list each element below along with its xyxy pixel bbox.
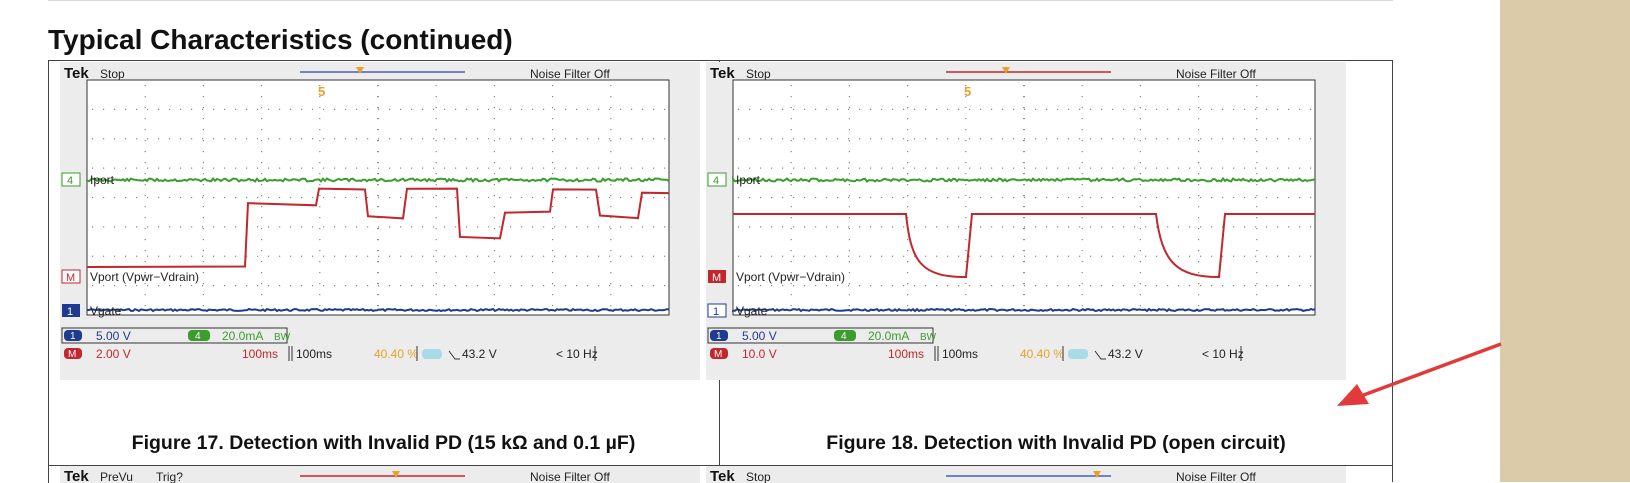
math-time: 100ms <box>888 347 924 361</box>
math-scale: 2.00 V <box>96 347 131 361</box>
noise-filter-status: Noise Filter Off <box>1176 470 1256 483</box>
svg-text:4: 4 <box>195 331 201 342</box>
scope-state: Stop <box>746 67 771 81</box>
vgate-trace <box>732 307 1316 313</box>
table-border-right <box>1392 60 1393 482</box>
math-time: 100ms <box>242 347 278 361</box>
scope-grid <box>92 85 666 307</box>
svg-text:M: M <box>714 349 722 360</box>
ch1-marker: 1 <box>713 306 719 318</box>
svg-text:4: 4 <box>841 331 847 342</box>
ch1-scale: 5.00 V <box>742 329 777 343</box>
oscilloscope-display: Tek Stop Noise Filter Off 5 4 Iport M Vp… <box>706 62 1346 380</box>
scope-trigger-status: Trig? <box>156 470 183 483</box>
ch1-label: Vgate <box>90 304 122 318</box>
iport-trace <box>86 177 670 183</box>
top-divider <box>48 0 1393 1</box>
viewer-side-panel <box>1500 0 1630 482</box>
ch1-label: Vgate <box>736 304 768 318</box>
noise-filter-status: Noise Filter Off <box>530 470 610 483</box>
ch4-label: Iport <box>736 173 761 187</box>
ch1-marker: 1 <box>67 306 73 318</box>
oscilloscope-display: Tek Stop Noise Filter Off 5 4 Iport M Vp… <box>60 62 700 380</box>
math-marker: M <box>66 272 75 284</box>
trigger-position-icon <box>356 67 364 74</box>
svg-text:M: M <box>68 349 76 360</box>
math-label: Vport (Vpwr−Vdrain) <box>90 270 199 284</box>
ch1-scale: 5.00 V <box>96 329 131 343</box>
bandwidth-limit: BW <box>920 332 937 343</box>
ch4-label: Iport <box>90 173 115 187</box>
trigger-marker: 5 <box>318 84 325 99</box>
vgate-trace <box>86 307 670 313</box>
figure-table <box>48 60 1393 483</box>
svg-text:1: 1 <box>70 331 76 342</box>
scope-screenshot-fig18: Tek Stop Noise Filter Off 5 4 Iport M Vp… <box>706 62 1346 380</box>
trigger-position: 40.40 % <box>374 347 418 361</box>
timebase: 100ms <box>942 347 978 361</box>
scope-screenshot-fig17: Tek Stop Noise Filter Off 5 4 Iport M Vp… <box>60 62 700 380</box>
scope-state: Stop <box>746 470 771 483</box>
next-scope-header-left: Tek PreVu Trig? Noise Filter Off <box>60 466 700 483</box>
noise-filter-status: Noise Filter Off <box>1176 67 1256 81</box>
scope-brand: Tek <box>64 468 89 483</box>
timebase: 100ms <box>296 347 332 361</box>
trigger-level: 43.2 V <box>1108 347 1143 361</box>
bandwidth-limit: BW <box>274 332 291 343</box>
svg-text:1: 1 <box>716 331 722 342</box>
trigger-position-icon <box>1002 67 1010 74</box>
math-scale: 10.0 V <box>742 347 777 361</box>
trigger-frequency: < 10 Hz <box>1202 347 1244 361</box>
annotation-arrow-icon <box>1337 342 1502 406</box>
table-divider-horizontal <box>48 465 1393 466</box>
trigger-level: 43.2 V <box>462 347 497 361</box>
next-scope-header-right: Tek Stop Noise Filter Off <box>706 466 1346 483</box>
scope-brand: Tek <box>710 468 735 483</box>
math-marker: M <box>712 272 721 284</box>
ch4-marker: 4 <box>67 175 73 187</box>
vport-trace <box>733 213 1315 279</box>
scope-brand: Tek <box>64 65 89 82</box>
trigger-frequency: < 10 Hz <box>556 347 598 361</box>
ch4-scale: 20.0mA <box>222 329 263 343</box>
scope-state: Stop <box>100 67 125 81</box>
scope-brand: Tek <box>710 65 735 82</box>
noise-filter-status: Noise Filter Off <box>530 67 610 81</box>
ch4-marker: 4 <box>713 175 719 187</box>
figure-18-caption: Figure 18. Detection with Invalid PD (op… <box>826 432 1286 454</box>
scope-grid <box>738 85 1312 307</box>
figure-17-caption: Figure 17. Detection with Invalid PD (15… <box>131 432 636 454</box>
iport-trace <box>732 176 1316 183</box>
math-label: Vport (Vpwr−Vdrain) <box>736 270 845 284</box>
vport-trace <box>86 187 670 268</box>
trigger-position: 40.40 % <box>1020 347 1064 361</box>
trigger-marker: 5 <box>964 84 971 99</box>
ch4-scale: 20.0mA <box>868 329 909 343</box>
section-title: Typical Characteristics (continued) <box>48 24 513 55</box>
scope-state: PreVu <box>100 470 133 483</box>
